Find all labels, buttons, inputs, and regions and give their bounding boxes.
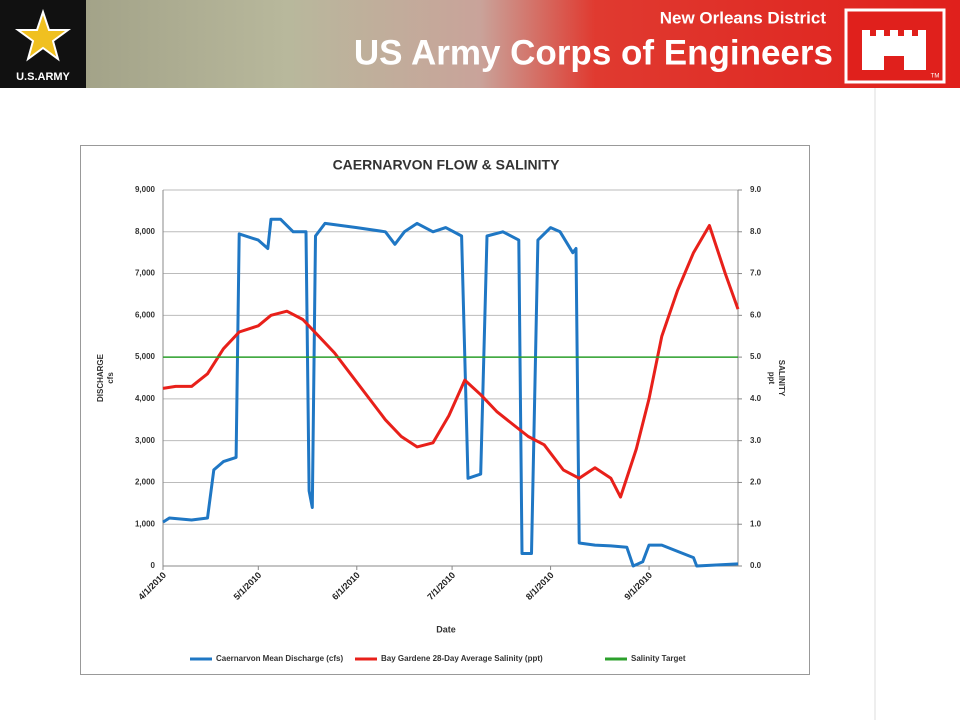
y2-tick-label: 7.0: [750, 269, 762, 278]
y-axis-label: DISCHARGE: [96, 353, 105, 402]
series-line: [162, 224, 740, 499]
trademark: TM: [931, 74, 940, 80]
y-tick-label: 4,000: [135, 394, 156, 403]
org-name: US Army Corps of Engineers: [354, 33, 833, 72]
district: New Orleans District: [660, 8, 827, 27]
header-banner: [0, 0, 960, 88]
legend-label: Salinity Target: [631, 654, 686, 663]
legend-label: Bay Gardene 28-Day Average Salinity (ppt…: [381, 654, 543, 663]
army-star: [14, 8, 72, 62]
y2-tick-label: 0.0: [750, 561, 762, 570]
y2-tick-label: 5.0: [750, 352, 762, 361]
y-tick-label: 7,000: [135, 269, 156, 278]
y-tick-label: 3,000: [135, 436, 156, 445]
y2-tick-label: 1.0: [750, 519, 762, 528]
y2-tick-label: 4.0: [750, 394, 762, 403]
y2-tick-label: 3.0: [750, 436, 762, 445]
y2-tick-label: 2.0: [750, 478, 762, 487]
y2-tick-label: 6.0: [750, 310, 762, 319]
y2-tick-label: 8.0: [750, 227, 762, 236]
army-logo-text: U.S.ARMY: [16, 71, 70, 83]
y-tick-label: 1,000: [135, 519, 156, 528]
y-tick-label: 9,000: [135, 185, 156, 194]
y-tick-label: 8,000: [135, 227, 156, 236]
x-axis-label: Date: [436, 624, 456, 634]
y-tick-label: 0: [151, 561, 156, 570]
legend-label: Caernarvon Mean Discharge (cfs): [216, 654, 343, 663]
y-tick-label: 6,000: [135, 310, 156, 319]
chart-title: CAERNARVON FLOW & SALINITY: [333, 157, 561, 173]
chart-frame: [80, 145, 810, 675]
y-tick-label: 5,000: [135, 352, 156, 361]
y-tick-label: 2,000: [135, 478, 156, 487]
y2-tick-label: 9.0: [750, 185, 762, 194]
series-line: [162, 217, 739, 568]
castle: [862, 30, 926, 70]
y2-axis-unit: ppt: [767, 372, 776, 385]
y-axis-unit: cfs: [106, 372, 115, 384]
y2-axis-label: SALINITY: [777, 360, 786, 397]
